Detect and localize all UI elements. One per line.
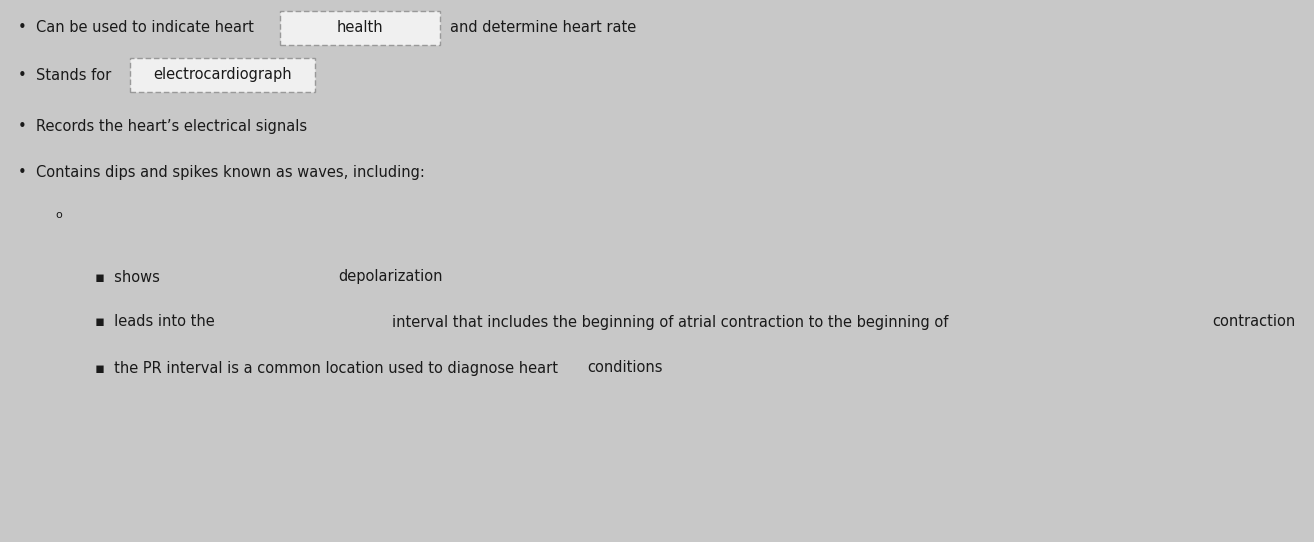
Text: •  Contains dips and spikes known as waves, including:: • Contains dips and spikes known as wave… (18, 165, 424, 179)
Text: ▪  shows: ▪ shows (95, 269, 160, 285)
Text: ▪  the PR interval is a common location used to diagnose heart: ▪ the PR interval is a common location u… (95, 360, 558, 376)
Text: contraction: contraction (1212, 314, 1296, 330)
FancyBboxPatch shape (1005, 305, 1205, 339)
FancyBboxPatch shape (560, 351, 690, 385)
Text: •  Can be used to indicate heart: • Can be used to indicate heart (18, 21, 254, 35)
Text: depolarization: depolarization (338, 269, 443, 285)
FancyBboxPatch shape (175, 260, 330, 294)
FancyBboxPatch shape (215, 305, 385, 339)
Text: and determine heart rate: and determine heart rate (449, 21, 636, 35)
FancyBboxPatch shape (280, 11, 440, 45)
FancyBboxPatch shape (560, 351, 690, 385)
Text: ▪  leads into the: ▪ leads into the (95, 314, 214, 330)
Text: interval that includes the beginning of atrial contraction to the beginning of: interval that includes the beginning of … (392, 314, 949, 330)
FancyBboxPatch shape (72, 191, 258, 239)
Text: health: health (336, 21, 384, 35)
Text: •  Records the heart’s electrical signals: • Records the heart’s electrical signals (18, 119, 307, 134)
Text: electrocardiograph: electrocardiograph (154, 68, 292, 82)
Text: •  Stands for: • Stands for (18, 68, 112, 82)
FancyBboxPatch shape (130, 58, 315, 92)
Text: conditions: conditions (587, 360, 662, 376)
Text: o: o (55, 210, 62, 220)
